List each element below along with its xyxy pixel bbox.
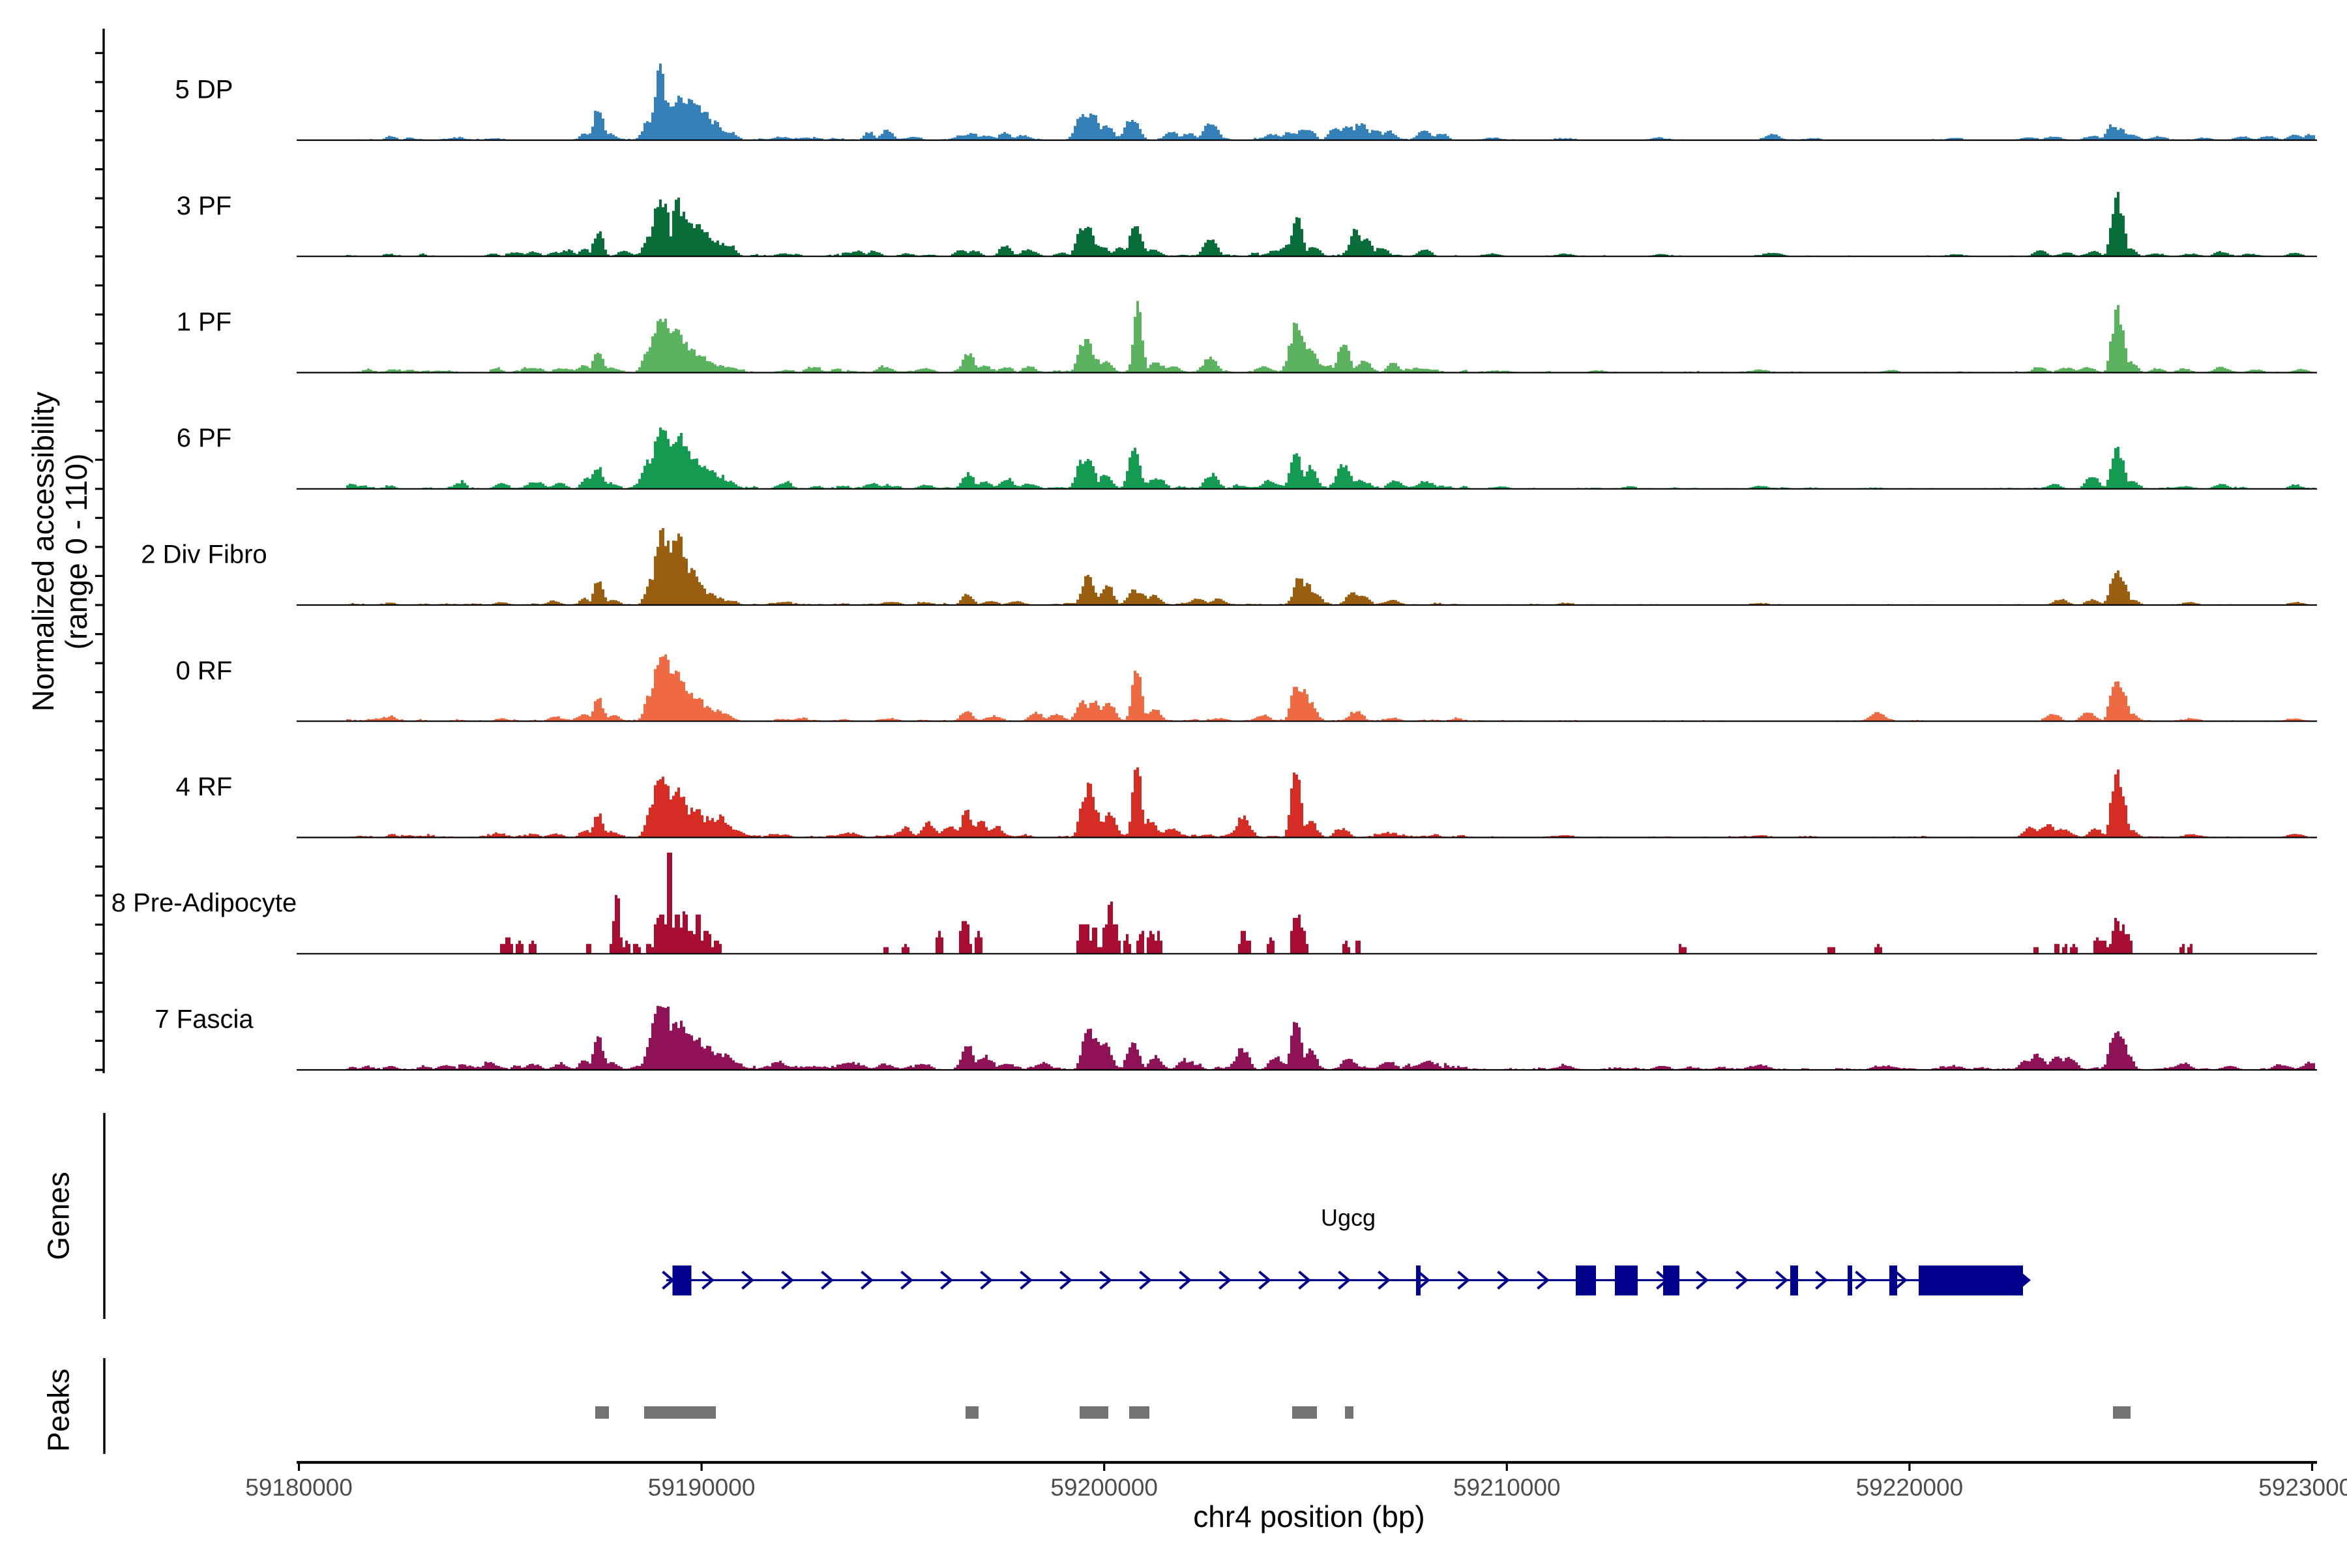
svg-text:59200000: 59200000 — [1050, 1474, 1158, 1501]
svg-text:chr4 position (bp): chr4 position (bp) — [1193, 1500, 1424, 1533]
svg-text:Peaks: Peaks — [42, 1368, 76, 1452]
svg-text:3 PF: 3 PF — [177, 192, 231, 220]
svg-text:Genes: Genes — [42, 1172, 76, 1260]
svg-text:59190000: 59190000 — [648, 1474, 756, 1501]
svg-text:8 Pre-Adipocyte: 8 Pre-Adipocyte — [111, 889, 297, 917]
svg-text:59180000: 59180000 — [245, 1474, 353, 1501]
svg-text:4 RF: 4 RF — [176, 773, 233, 801]
svg-text:2 Div Fibro: 2 Div Fibro — [141, 540, 267, 569]
svg-text:5 DP: 5 DP — [175, 76, 233, 104]
svg-text:1 PF: 1 PF — [177, 308, 231, 336]
svg-text:59220000: 59220000 — [1856, 1474, 1964, 1501]
svg-text:Normalized accessibility: Normalized accessibility — [26, 392, 60, 712]
svg-text:6 PF: 6 PF — [177, 424, 231, 452]
svg-text:Ugcg: Ugcg — [1321, 1204, 1376, 1231]
svg-text:(range 0 - 110): (range 0 - 110) — [59, 454, 93, 650]
svg-text:7 Fascia: 7 Fascia — [155, 1005, 254, 1034]
svg-text:59210000: 59210000 — [1453, 1474, 1561, 1501]
svg-text:59230000: 59230000 — [2258, 1474, 2347, 1501]
svg-text:0 RF: 0 RF — [176, 657, 233, 685]
